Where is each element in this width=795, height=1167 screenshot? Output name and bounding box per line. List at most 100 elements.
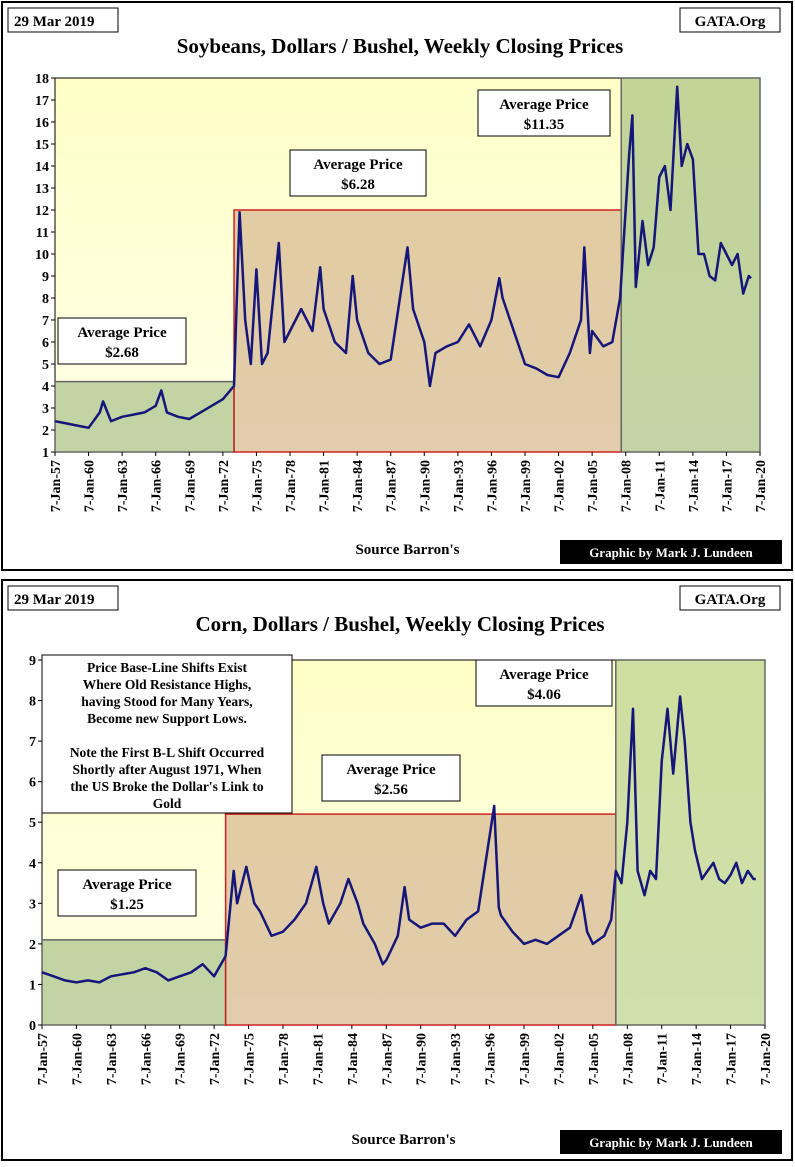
y-tick-label: 1 [42,446,49,461]
x-tick-label: 7-Jan-05 [586,460,601,512]
x-tick-label: 7-Jan-02 [553,460,568,512]
x-tick-label: 7-Jan-78 [277,1033,292,1085]
note-line: Price Base-Line Shifts Exist [87,660,248,675]
x-tick-label: 7-Jan-66 [150,460,165,512]
average-label: Average Price [77,325,167,341]
note-box [41,654,293,814]
x-tick-label: 7-Jan-63 [116,460,131,512]
x-tick-label: 7-Jan-20 [754,460,769,512]
note-line: Shortly after August 1971, When [73,762,262,777]
x-tick-label: 7-Jan-11 [656,1033,671,1084]
x-axis-label: Source Barron's [355,542,459,558]
x-tick-label: 7-Jan-93 [449,1033,464,1085]
x-tick-label: 7-Jan-84 [346,1033,361,1085]
average-box [57,317,187,365]
x-tick-label: 7-Jan-05 [587,1033,602,1085]
average-region [233,209,622,453]
date-box [7,7,119,33]
note-line: the US Broke the Dollar's Link to [70,779,264,794]
average-region [224,813,617,1026]
average-label: Average Price [499,667,589,683]
y-tick-label: 14 [35,160,49,175]
average-region [54,380,235,453]
x-axis-label: Source Barron's [351,1132,455,1148]
x-tick-label: 7-Jan-02 [552,1033,567,1085]
y-tick-label: 7 [42,314,49,329]
x-tick-label: 7-Jan-17 [725,1033,740,1085]
x-tick-label: 7-Jan-11 [653,460,668,511]
y-tick-label: 1 [29,978,36,993]
x-tick-label: 7-Jan-87 [380,1033,395,1085]
average-label: $4.06 [527,687,561,703]
x-tick-label: 7-Jan-57 [36,1033,51,1085]
x-tick-label: 7-Jan-60 [83,460,98,512]
date-label: 29 Mar 2019 [14,14,95,30]
x-tick-label: 7-Jan-20 [759,1033,774,1085]
y-tick-label: 6 [42,336,49,351]
source-box [679,7,781,33]
y-tick-label: 11 [36,226,49,241]
y-tick-label: 2 [29,938,36,953]
x-tick-label: 7-Jan-69 [174,1033,189,1085]
y-tick-label: 8 [42,292,49,307]
y-tick-label: 16 [35,116,49,131]
y-tick-label: 4 [29,857,36,872]
y-tick-label: 8 [29,695,36,710]
average-label: $1.25 [110,897,144,913]
average-box [57,869,197,917]
y-tick-label: 6 [29,776,36,791]
x-tick-label: 7-Jan-81 [311,1033,326,1085]
average-label: Average Price [499,97,589,113]
y-tick-label: 18 [35,72,49,87]
credit-box [560,540,782,564]
average-box [289,149,427,197]
x-tick-label: 7-Jan-66 [139,1033,154,1085]
note-line: Gold [153,796,182,811]
x-tick-label: 7-Jan-84 [351,460,366,512]
x-tick-label: 7-Jan-87 [385,460,400,512]
x-tick-label: 7-Jan-75 [243,1033,258,1085]
average-label: $2.56 [374,782,408,798]
y-tick-label: 9 [29,654,36,669]
average-box [321,754,461,802]
x-tick-label: 7-Jan-96 [484,1033,499,1085]
credit: Graphic by Mark J. Lundeen [589,1135,753,1150]
x-tick-label: 7-Jan-60 [70,1033,85,1085]
y-tick-label: 5 [42,358,49,373]
y-tick-label: 3 [29,897,36,912]
y-tick-label: 10 [35,248,49,263]
y-tick-label: 5 [29,816,36,831]
average-label: Average Price [313,157,403,173]
chart-title: Soybeans, Dollars / Bushel, Weekly Closi… [177,34,624,58]
credit: Graphic by Mark J. Lundeen [589,545,753,560]
price-line [41,695,756,984]
x-tick-label: 7-Jan-99 [519,460,534,512]
average-box [477,89,611,137]
average-region [615,659,766,1026]
x-tick-label: 7-Jan-17 [720,460,735,512]
average-label: Average Price [346,762,436,778]
x-tick-label: 7-Jan-78 [284,460,299,512]
chart-title: Corn, Dollars / Bushel, Weekly Closing P… [195,612,604,636]
average-label: Average Price [82,877,172,893]
date-label: 29 Mar 2019 [14,592,95,608]
x-tick-label: 7-Jan-72 [208,1033,223,1085]
y-tick-label: 7 [29,735,36,750]
y-tick-label: 0 [29,1019,36,1034]
x-tick-label: 7-Jan-81 [318,460,333,512]
x-tick-label: 7-Jan-90 [415,1033,430,1085]
note-line: Where Old Resistance Highs, [83,677,252,692]
x-tick-label: 7-Jan-93 [452,460,467,512]
x-tick-label: 7-Jan-08 [620,460,635,512]
note-line: Note the First B-L Shift Occurred [70,745,265,760]
x-tick-label: 7-Jan-63 [105,1033,120,1085]
note-line: having Stood for Many Years, [81,694,252,709]
date-box [7,585,119,611]
x-tick-label: 7-Jan-75 [250,460,265,512]
y-tick-label: 3 [42,402,49,417]
average-label: $11.35 [524,117,564,133]
average-region [620,77,761,453]
y-tick-label: 9 [42,270,49,285]
x-tick-label: 7-Jan-69 [183,460,198,512]
